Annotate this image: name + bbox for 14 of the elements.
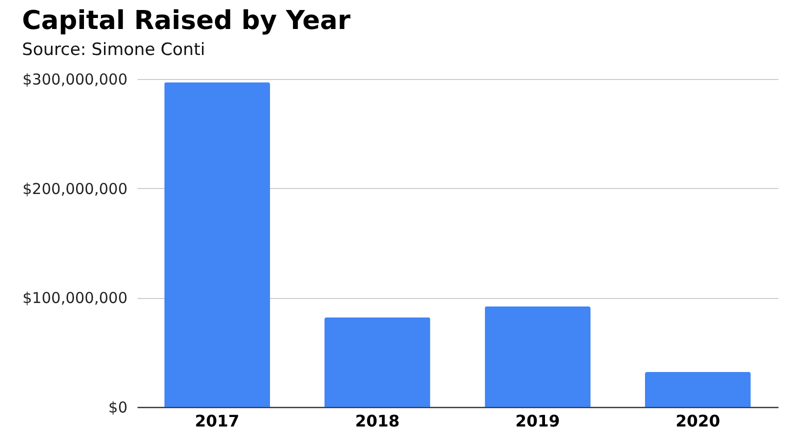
y-tick-label: $0 bbox=[108, 398, 128, 416]
y-tick-label: $300,000,000 bbox=[22, 70, 128, 88]
x-tick-label: 2017 bbox=[194, 412, 240, 430]
bar bbox=[164, 82, 270, 407]
bar bbox=[324, 317, 430, 407]
y-tick-label: $200,000,000 bbox=[22, 180, 128, 198]
y-tick-label: $100,000,000 bbox=[22, 289, 128, 308]
chart-subtitle: Source: Simone Conti bbox=[22, 40, 206, 60]
bar bbox=[644, 372, 751, 407]
x-tick-label: 2019 bbox=[515, 412, 560, 430]
bar bbox=[484, 306, 591, 407]
x-tick-label: 2020 bbox=[676, 412, 720, 430]
chart-title: Capital Raised by Year bbox=[22, 6, 351, 36]
x-tick-label: 2018 bbox=[355, 412, 400, 430]
